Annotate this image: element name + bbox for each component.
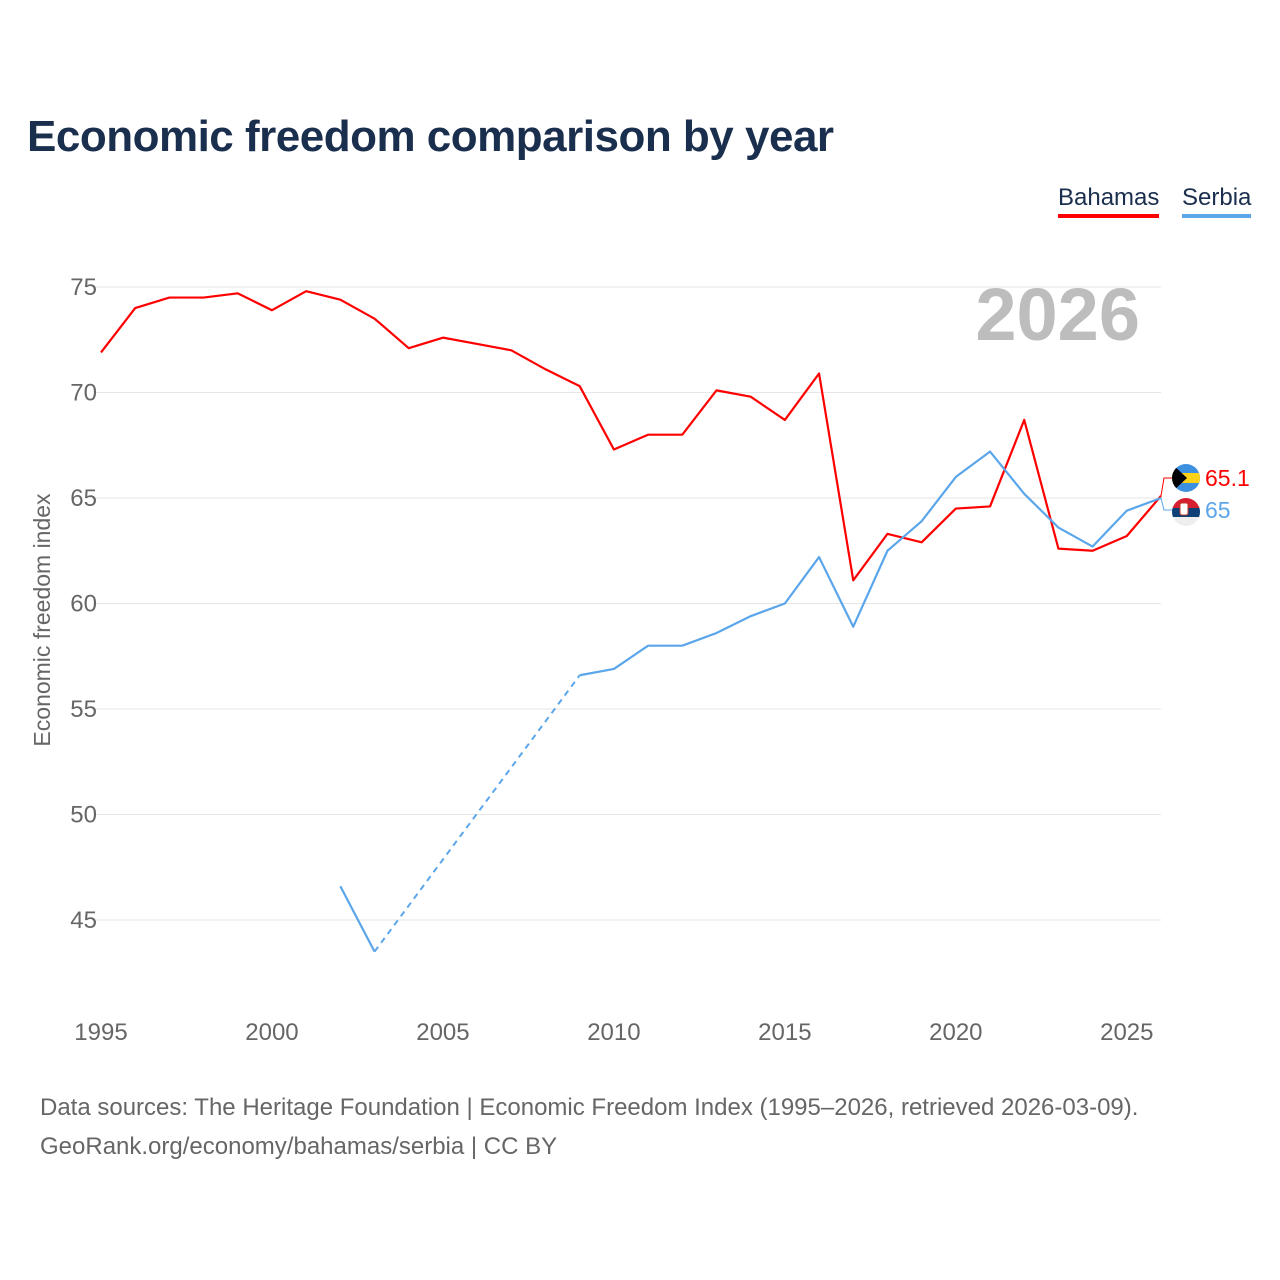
series-gap-serbia	[373, 674, 581, 953]
x-tick-label: 1995	[74, 1019, 127, 1046]
x-tick-label: 2025	[1100, 1019, 1153, 1046]
end-label-connector	[1160, 497, 1172, 511]
bahamas-flag-icon	[1172, 464, 1200, 492]
x-tick-label: 2010	[587, 1019, 640, 1046]
chart-title: Economic freedom comparison by year	[27, 112, 834, 161]
source-note: Data sources: The Heritage Foundation | …	[40, 1094, 1139, 1121]
series-line-bahamas	[100, 290, 1162, 582]
legend-serbia[interactable]: Serbia	[1182, 184, 1252, 218]
series-line-serbia	[339, 885, 376, 953]
attribution-link[interactable]: GeoRank.org/economy/bahamas/serbia | CC …	[40, 1133, 558, 1160]
year-watermark: 2026	[975, 273, 1140, 356]
end-label-connector	[1160, 477, 1172, 496]
y-axis-label: Economic freedom index	[29, 493, 55, 747]
series-line-serbia	[579, 450, 1162, 677]
footer: Data sources: The Heritage Foundation | …	[40, 1088, 1138, 1166]
x-tick-label: 2020	[929, 1019, 982, 1046]
y-tick-label: 65	[70, 485, 97, 512]
x-tick-label: 2005	[416, 1019, 469, 1046]
y-tick-label: 50	[70, 802, 97, 829]
y-tick-label: 60	[70, 591, 97, 618]
y-tick-label: 45	[70, 907, 97, 934]
x-tick-label: 2015	[758, 1019, 811, 1046]
y-tick-label: 75	[70, 274, 97, 301]
end-label-serbia: 65	[1205, 497, 1231, 523]
y-tick-label: 70	[70, 380, 97, 407]
serbia-flag-icon	[1172, 498, 1200, 526]
y-tick-label: 55	[70, 696, 97, 723]
legend-bahamas[interactable]: Bahamas	[1058, 184, 1160, 218]
x-tick-label: 2000	[245, 1019, 298, 1046]
end-label-bahamas: 65.1	[1205, 465, 1250, 491]
